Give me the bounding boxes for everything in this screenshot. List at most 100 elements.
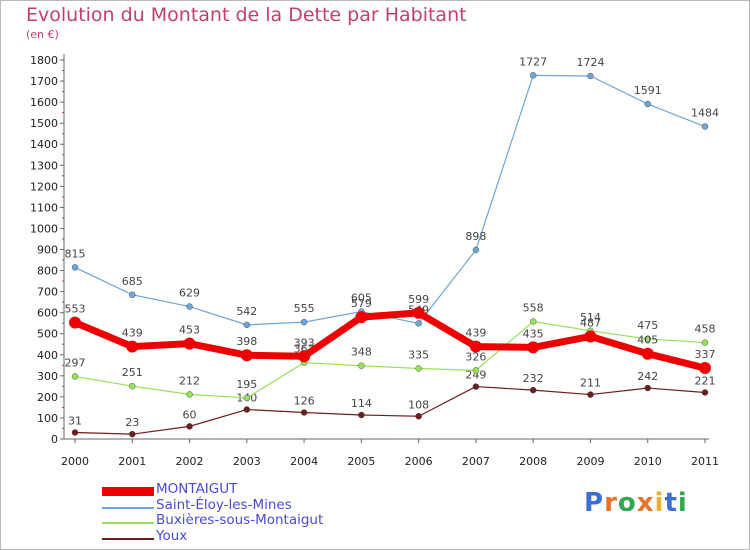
data-label: 337 <box>695 348 716 361</box>
data-label: 1591 <box>634 84 662 97</box>
data-label: 558 <box>523 302 544 315</box>
data-label: 579 <box>351 297 372 310</box>
data-label: 211 <box>580 377 601 390</box>
x-tick-label: 2010 <box>634 455 662 468</box>
data-label: 439 <box>122 327 143 340</box>
data-label: 555 <box>294 302 315 315</box>
y-tick-label: 0 <box>51 433 58 446</box>
data-label: 435 <box>523 327 544 340</box>
data-point <box>358 411 365 419</box>
data-point <box>126 340 139 353</box>
y-tick-label: 1800 <box>30 54 58 67</box>
data-label: 393 <box>294 336 315 349</box>
data-point <box>415 365 422 372</box>
x-tick-label: 2005 <box>347 455 375 468</box>
data-label: 398 <box>236 335 257 348</box>
chart-title: Evolution du Montant de la Dette par Hab… <box>26 4 467 26</box>
y-tick-label: 300 <box>37 370 58 383</box>
data-label: 475 <box>637 319 658 332</box>
data-label: 212 <box>179 374 200 387</box>
data-point <box>472 246 480 254</box>
y-tick-label: 1100 <box>30 201 58 214</box>
y-tick-label: 1400 <box>30 138 58 151</box>
data-point <box>186 303 193 310</box>
data-point <box>300 318 308 326</box>
legend-label: Youx <box>156 527 188 544</box>
data-label: 629 <box>179 287 200 300</box>
data-point <box>529 72 537 79</box>
y-tick-label: 900 <box>37 244 58 257</box>
data-label: 1724 <box>576 56 604 69</box>
logo-letter: r <box>604 488 618 518</box>
data-label: 514 <box>580 311 601 324</box>
data-point <box>529 318 537 325</box>
data-label: 898 <box>465 230 486 243</box>
legend-swatch <box>102 522 154 524</box>
data-point <box>644 335 651 343</box>
proxiti-logo: Proxiti <box>584 488 688 518</box>
data-label: 453 <box>179 324 200 337</box>
series-line <box>74 385 706 435</box>
logo-letter: i <box>677 488 688 518</box>
x-tick-label: 2003 <box>233 455 261 468</box>
series-youx: 312360140126114108249232211242221 <box>68 369 716 438</box>
data-point <box>701 123 709 130</box>
legend-swatch <box>102 506 154 509</box>
data-label: 242 <box>637 370 658 383</box>
y-tick-label: 1600 <box>30 96 58 109</box>
data-point <box>183 337 196 350</box>
data-label: 297 <box>65 356 86 369</box>
legend-label: MONTAIGUT <box>156 481 238 497</box>
data-label: 108 <box>408 398 429 411</box>
x-tick-label: 2008 <box>519 455 547 468</box>
data-point <box>69 316 81 329</box>
data-point <box>129 430 136 438</box>
data-label: 195 <box>236 378 257 391</box>
data-label: 251 <box>122 366 143 379</box>
data-point <box>355 311 368 324</box>
y-tick-label: 1000 <box>30 222 58 235</box>
data-label: 249 <box>465 369 486 382</box>
data-label: 126 <box>294 394 315 407</box>
series-saint-loy-les-mines: 8156856295425556055498981727172415911484 <box>65 55 719 329</box>
series-line <box>74 74 706 326</box>
data-label: 60 <box>183 408 197 421</box>
y-tick-label: 200 <box>37 391 58 404</box>
data-point <box>358 362 365 369</box>
data-label: 439 <box>465 327 486 340</box>
y-tick-label: 800 <box>37 265 58 278</box>
x-tick-label: 2006 <box>405 455 433 468</box>
y-tick-label: 1700 <box>30 75 58 88</box>
data-label: 553 <box>65 303 86 316</box>
data-point <box>469 340 482 353</box>
data-point <box>472 383 480 390</box>
data-label: 114 <box>351 397 372 410</box>
series-line <box>73 309 706 372</box>
x-tick-label: 2002 <box>176 455 204 468</box>
data-label: 221 <box>695 374 716 387</box>
data-point <box>641 347 654 360</box>
data-point <box>701 339 709 346</box>
data-label: 335 <box>408 348 429 361</box>
x-tick-label: 2009 <box>576 455 604 468</box>
series-montaigut: 553 439 453 398 393 579 599 439 435 487 405 337 <box>65 293 716 375</box>
data-point <box>243 321 251 329</box>
data-label: 326 <box>465 350 486 363</box>
data-point <box>129 382 136 390</box>
data-label: 1484 <box>691 107 719 120</box>
data-label: 685 <box>122 275 143 288</box>
x-tick-label: 2007 <box>462 455 490 468</box>
legend-swatch <box>102 487 154 496</box>
data-point <box>71 373 79 380</box>
data-point <box>298 350 311 363</box>
data-point <box>71 429 79 436</box>
y-tick-label: 700 <box>37 286 58 299</box>
data-label: 232 <box>523 372 544 385</box>
data-label: 458 <box>695 323 716 336</box>
data-point <box>415 320 422 327</box>
data-label: 348 <box>351 346 372 359</box>
data-point <box>243 394 251 402</box>
data-point <box>129 291 136 298</box>
